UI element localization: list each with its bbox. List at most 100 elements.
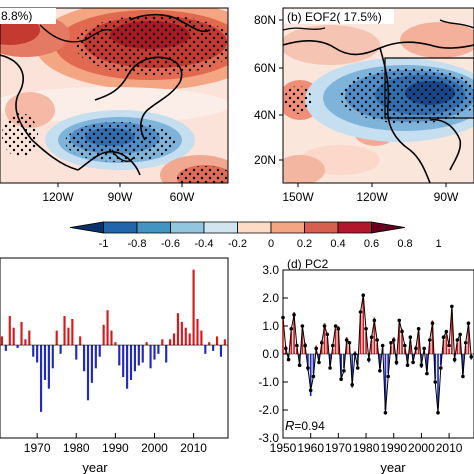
bar-d bbox=[451, 309, 453, 354]
pc2-point bbox=[355, 366, 360, 370]
pc2-point bbox=[386, 374, 390, 379]
bar-c bbox=[184, 327, 187, 346]
bar-d bbox=[467, 326, 470, 354]
bar-d bbox=[398, 323, 401, 354]
bar-c bbox=[223, 339, 226, 346]
bar-c bbox=[24, 339, 27, 346]
bar-c bbox=[83, 345, 86, 372]
bar-c bbox=[153, 345, 156, 360]
map-b-lat-tick: 60N bbox=[254, 61, 276, 75]
colorbar-label: 0.4 bbox=[330, 238, 345, 250]
colorbar-segment bbox=[136, 221, 171, 234]
map-b-lat-tick: 80N bbox=[254, 13, 276, 27]
bar-c bbox=[43, 345, 47, 380]
bar-d bbox=[456, 342, 459, 354]
bar-d bbox=[331, 348, 334, 354]
map-panel-a bbox=[0, 8, 228, 183]
bar-c bbox=[200, 330, 203, 346]
bar-d bbox=[323, 323, 326, 354]
bar-c bbox=[8, 316, 11, 346]
pc2-point bbox=[397, 318, 402, 323]
pc2-point bbox=[408, 335, 413, 340]
pc2-point bbox=[328, 366, 332, 370]
pc2-point bbox=[450, 304, 454, 309]
pc2-point bbox=[325, 332, 330, 337]
bar-c bbox=[12, 327, 15, 346]
bar-c bbox=[172, 333, 176, 346]
bar-c bbox=[122, 345, 125, 378]
colorbar-label: -0.6 bbox=[161, 238, 180, 250]
map-b-lon-tick: 150W bbox=[282, 190, 314, 204]
index-box bbox=[384, 57, 474, 119]
bar-c bbox=[106, 310, 109, 346]
bar-c bbox=[176, 313, 180, 346]
map-b-lat-tick: 20N bbox=[254, 153, 276, 167]
bar-d bbox=[406, 354, 409, 363]
bar-d bbox=[309, 354, 312, 396]
colorbar-label: -1 bbox=[99, 238, 109, 250]
pc2-point bbox=[436, 411, 440, 415]
pc2-point bbox=[402, 343, 407, 348]
colorbar-segment bbox=[337, 221, 372, 234]
map-b-lat-tick: 40N bbox=[254, 108, 276, 122]
colorbar-label: 0.8 bbox=[397, 238, 412, 250]
pc2-point bbox=[350, 383, 355, 387]
pc2-point bbox=[400, 329, 404, 334]
bar-c bbox=[157, 345, 160, 354]
bar-d bbox=[431, 320, 434, 354]
bar-d bbox=[307, 354, 309, 371]
colorbar-segment bbox=[270, 221, 305, 234]
bar-c bbox=[28, 330, 31, 346]
map-a-lon-ticks: 120W 90W 60W bbox=[42, 183, 195, 204]
x-tick-label-d: 1970 bbox=[325, 441, 352, 455]
pc2-point bbox=[367, 357, 371, 362]
bar-c bbox=[36, 345, 39, 363]
panel-c-xlabel: year bbox=[82, 460, 108, 474]
pc2-point bbox=[336, 327, 341, 331]
pc2-point bbox=[389, 341, 393, 345]
pc2-point bbox=[347, 341, 352, 345]
x-tick-label-d: 2000 bbox=[408, 441, 435, 455]
bar-d bbox=[437, 354, 439, 408]
colorbar-label: 0 bbox=[268, 238, 274, 250]
bar-d bbox=[409, 340, 412, 354]
pc2-point bbox=[319, 341, 324, 345]
map-b-lon-ticks: 150W 120W 90W bbox=[282, 183, 459, 204]
pc2-point bbox=[425, 371, 429, 376]
bar-c bbox=[129, 345, 133, 380]
bar-d bbox=[379, 354, 381, 368]
pc2-point bbox=[311, 374, 316, 379]
pc2-point bbox=[314, 346, 319, 351]
bar-c bbox=[110, 330, 113, 346]
bar-c bbox=[118, 345, 121, 366]
pc2-point bbox=[358, 310, 363, 314]
bar-c bbox=[215, 336, 219, 346]
bar-d bbox=[387, 354, 390, 374]
bar-c bbox=[188, 333, 191, 346]
pc2-point bbox=[361, 293, 366, 298]
colorbar: -1 -0.8 -0.6 -0.4 -0.2 0 0.2 0.4 0.6 0.8 1 bbox=[69, 221, 442, 250]
panel-d-xlabel: year bbox=[380, 460, 406, 474]
y-tick-label-d: 0.0 bbox=[262, 347, 279, 361]
pc2-point bbox=[353, 352, 357, 356]
pc2-point bbox=[306, 366, 310, 370]
pc2-point bbox=[391, 338, 396, 342]
bar-d bbox=[340, 354, 342, 377]
bar-d bbox=[290, 331, 293, 354]
bar-d bbox=[392, 337, 395, 354]
colorbar-label: 0.6 bbox=[364, 238, 379, 250]
y-tick-label-d: -3.0 bbox=[258, 431, 279, 445]
bar-c bbox=[86, 345, 90, 401]
bar-d bbox=[445, 334, 448, 354]
panel-d-title: (d) PC2 bbox=[287, 257, 329, 271]
bar-c bbox=[20, 321, 23, 346]
bar-d bbox=[282, 320, 284, 354]
pc2-point bbox=[452, 357, 457, 362]
correlation-label: R=0.94 bbox=[285, 418, 325, 433]
bar-c bbox=[161, 339, 164, 346]
colorbar-segment bbox=[304, 221, 339, 234]
pc2-point bbox=[297, 363, 302, 368]
plot-frame-c bbox=[0, 257, 229, 439]
colorbar-label: 1 bbox=[435, 238, 441, 250]
pc2-point bbox=[416, 327, 421, 331]
